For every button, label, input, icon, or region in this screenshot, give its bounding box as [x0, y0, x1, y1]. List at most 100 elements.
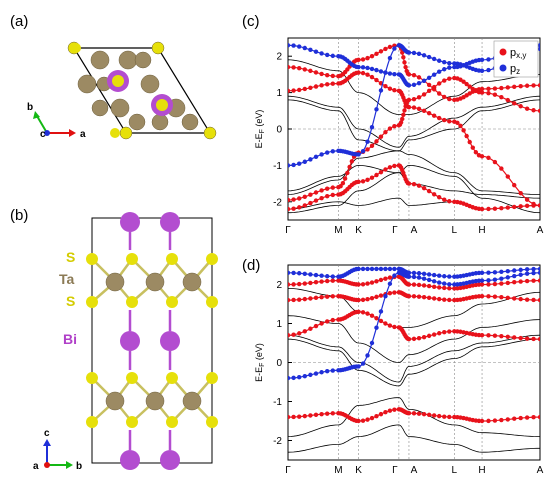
y-axis-label-sub: F	[259, 363, 266, 367]
projected-band-point	[369, 74, 375, 80]
projected-band-point	[505, 205, 510, 210]
projected-band-point	[421, 271, 427, 276]
projected-band-point	[398, 120, 404, 125]
projected-band-point	[325, 369, 330, 374]
projected-band-point	[308, 280, 313, 286]
projected-band-point	[492, 418, 498, 423]
projected-band-point	[524, 336, 530, 341]
projected-band-point	[374, 266, 379, 272]
projected-band-point	[308, 68, 313, 74]
projected-band-point	[470, 145, 475, 150]
projected-band-point	[360, 266, 366, 272]
layer-label-s-bottom: S	[66, 293, 75, 309]
projected-band-point	[421, 334, 427, 340]
projected-band-point	[531, 270, 536, 276]
projected-band-point	[416, 294, 422, 299]
projected-band-point	[369, 280, 375, 285]
projected-band-point	[319, 294, 324, 300]
projected-band-point	[369, 54, 375, 59]
projected-band-point	[426, 110, 432, 116]
projected-band-point	[406, 411, 412, 416]
projected-band-point	[442, 117, 447, 123]
projected-band-point	[479, 418, 485, 424]
projected-band-point	[452, 329, 457, 334]
projected-band-point	[387, 126, 393, 131]
legend-label: pz	[510, 63, 520, 76]
k-point-label: H	[478, 465, 485, 476]
projected-band-point	[387, 408, 393, 413]
projected-band-point	[411, 411, 417, 416]
projected-band-point	[365, 353, 370, 358]
projected-band-point	[313, 323, 319, 329]
projected-band-point	[518, 415, 523, 421]
projected-band-point	[442, 94, 447, 100]
side-atom-bi	[160, 331, 180, 351]
projected-band-point	[313, 280, 319, 285]
projected-band-point	[486, 90, 491, 96]
k-point-label: A	[411, 465, 418, 476]
projected-band-point	[492, 86, 498, 91]
top-atom-ta	[128, 113, 146, 131]
projected-band-point	[437, 81, 442, 86]
projected-band-point	[518, 279, 523, 284]
projected-band-point	[369, 313, 375, 318]
projected-band-point	[537, 297, 540, 303]
y-axis-label-unit: (eV)	[254, 110, 264, 130]
top-atom-s-center	[156, 99, 168, 111]
y-tick-label: 1	[276, 319, 282, 330]
projected-band-point	[325, 411, 330, 416]
projected-band-point	[387, 55, 393, 61]
projected-band-point	[325, 294, 330, 299]
projected-band-point	[447, 96, 452, 102]
projected-band-point	[365, 177, 370, 183]
projected-band-point	[356, 282, 361, 287]
side-atom-s	[206, 253, 218, 265]
top-atom-s-edge	[71, 43, 81, 53]
side-atom-s	[86, 416, 98, 428]
projected-band-point	[512, 268, 517, 273]
band-line	[288, 424, 540, 453]
side-atom-s	[126, 372, 138, 384]
projected-band-point	[431, 272, 437, 278]
projected-band-point	[302, 45, 307, 51]
projected-band-point	[345, 170, 350, 176]
projected-band-point	[308, 85, 313, 90]
top-atom-ta	[181, 113, 199, 131]
side-atom-s	[166, 253, 178, 265]
projected-band-point	[291, 282, 296, 287]
top-atom-ta	[134, 51, 152, 69]
projected-band-point	[426, 412, 432, 418]
projected-band-point	[313, 154, 319, 160]
side-atom-ta	[182, 272, 202, 292]
projected-band-point	[479, 154, 485, 159]
projected-band-point	[467, 139, 472, 145]
projected-band-point	[392, 407, 397, 412]
projected-band-point	[505, 295, 510, 301]
projected-band-point	[531, 336, 536, 342]
projected-band-point	[378, 309, 384, 314]
projected-band-point	[319, 152, 324, 157]
projected-band-point	[297, 161, 302, 166]
projected-band-point	[479, 270, 485, 275]
projected-band-point	[369, 143, 375, 149]
projected-band-point	[518, 272, 523, 277]
b-axis-arrow	[36, 115, 48, 134]
k-point-label: Γ	[285, 465, 291, 476]
projected-band-point	[330, 149, 335, 154]
projected-band-point	[458, 123, 463, 128]
projected-band-point	[426, 82, 432, 88]
side-atom-s	[206, 416, 218, 428]
k-point-label: M	[334, 225, 342, 236]
top-atom-ta	[118, 50, 138, 70]
projected-band-point	[401, 55, 406, 60]
projected-band-point	[387, 44, 393, 50]
projected-band-point	[325, 278, 330, 284]
band-line	[288, 315, 540, 363]
projected-band-point	[387, 165, 393, 170]
projected-band-point	[531, 108, 536, 113]
projected-band-point	[537, 278, 540, 283]
projected-band-point	[416, 106, 422, 112]
projected-band-point	[492, 270, 498, 275]
projected-band-point	[356, 297, 361, 303]
